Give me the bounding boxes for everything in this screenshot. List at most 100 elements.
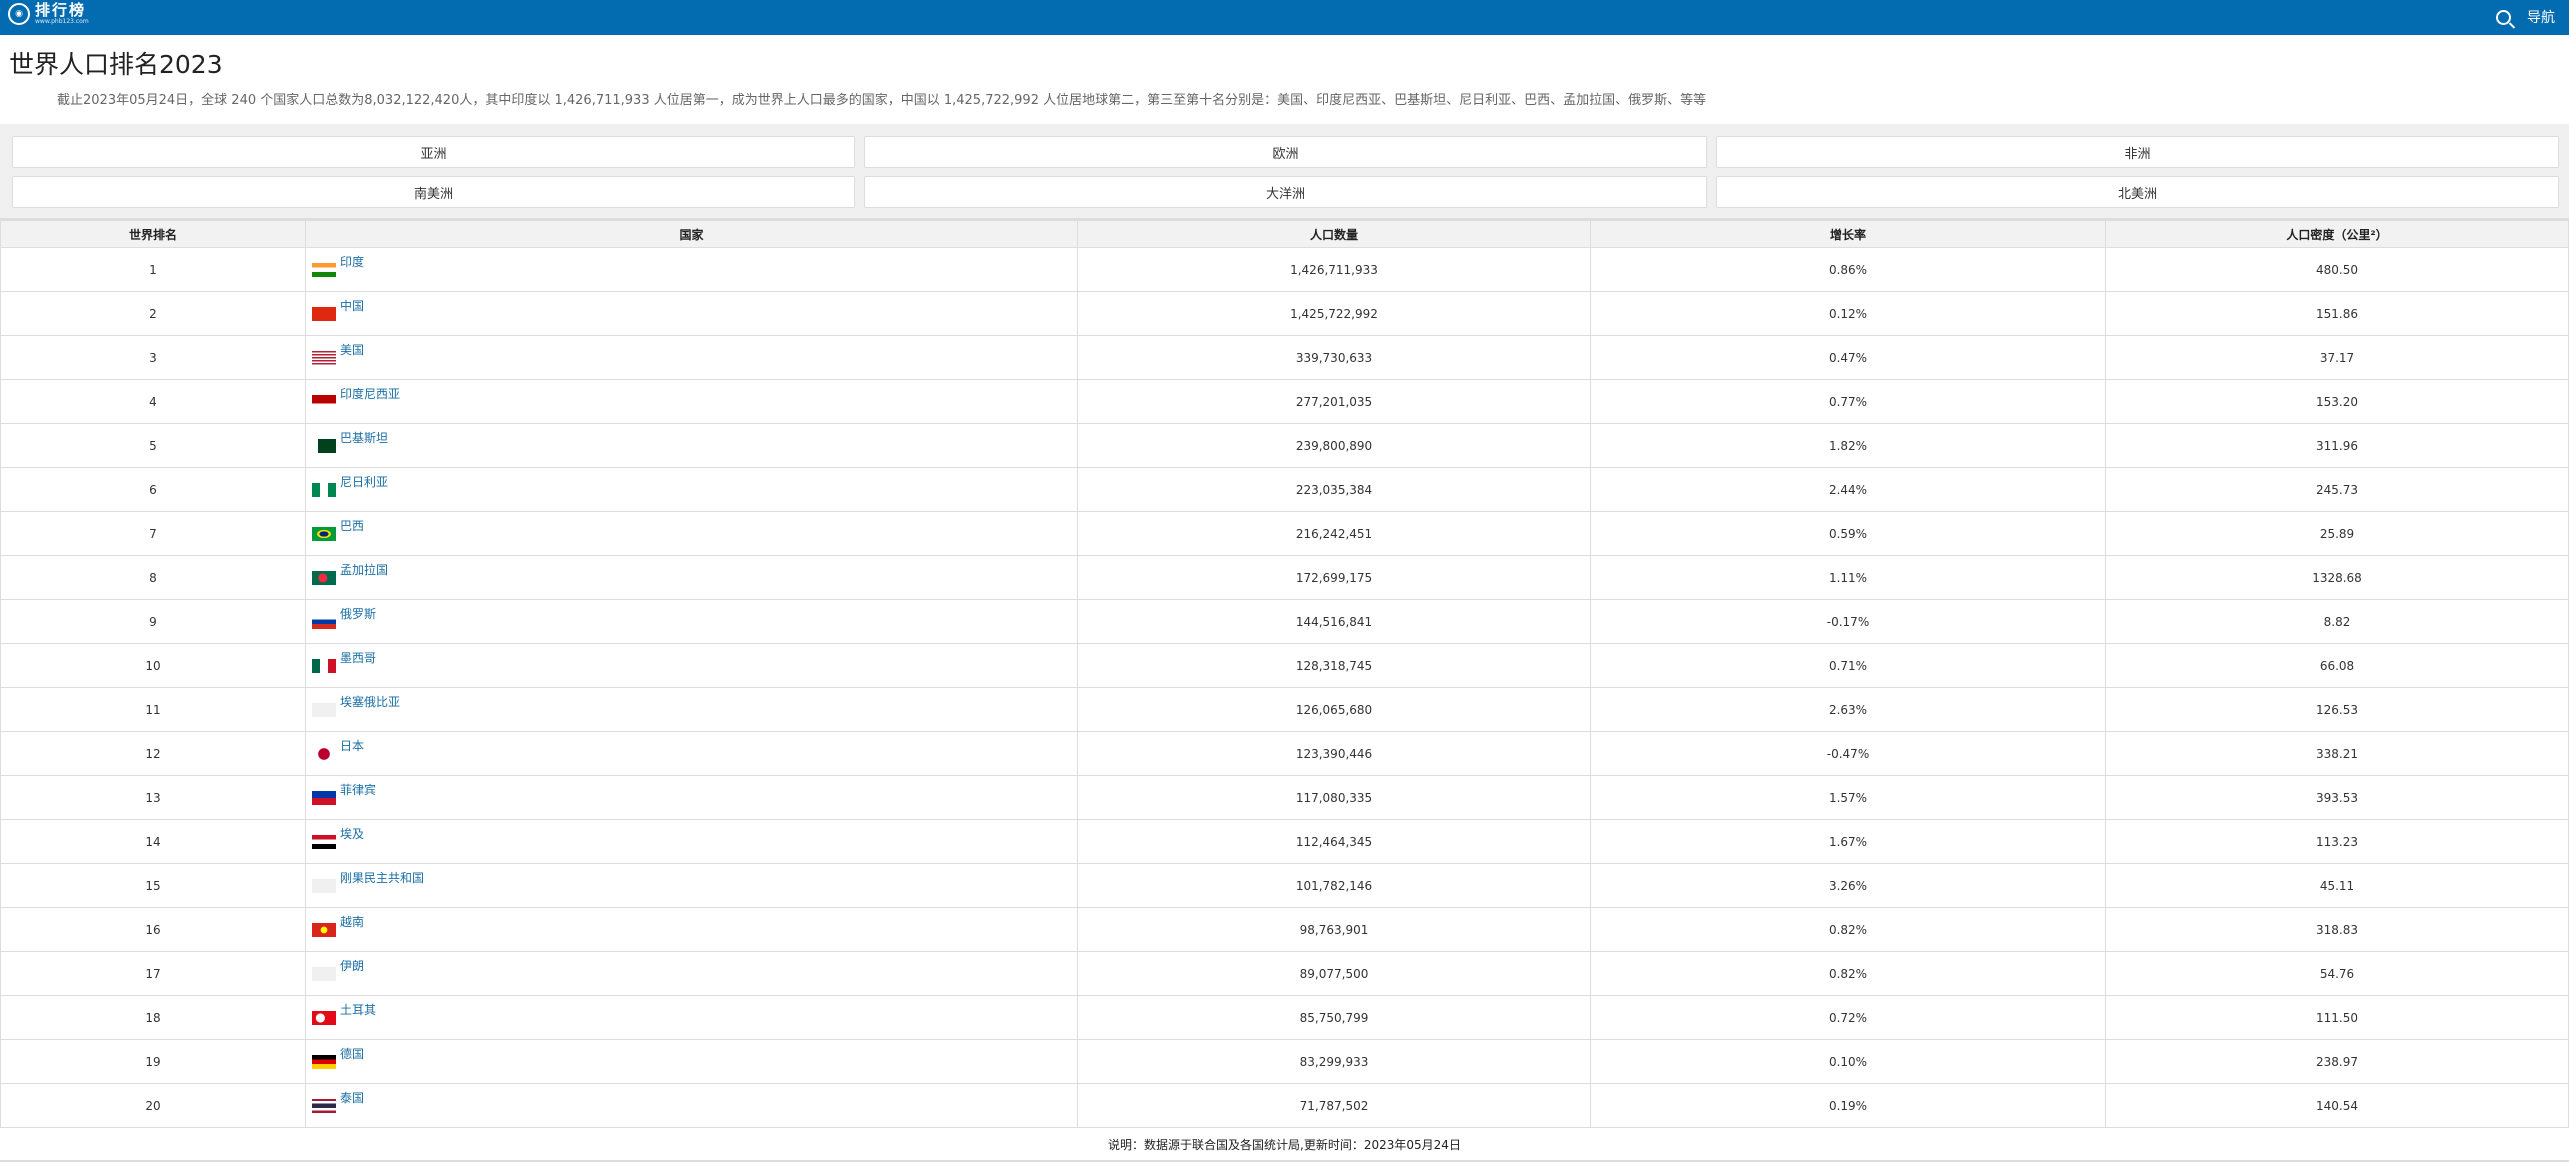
growth-cell: 0.71%: [1590, 643, 2106, 688]
table-row: 9 俄罗斯 144,516,841 -0.17% 8.82: [0, 599, 2569, 644]
country-link[interactable]: 墨西哥: [340, 651, 377, 665]
country-link[interactable]: 刚果民主共和国: [340, 871, 425, 885]
growth-cell: 2.44%: [1590, 467, 2106, 512]
flag-india-icon: [312, 263, 336, 277]
col-growth: 增长率: [1590, 219, 2106, 248]
flag-japan-icon: [312, 747, 336, 761]
country-link[interactable]: 伊朗: [340, 959, 365, 973]
table-row: 4 印度尼西亚 277,201,035 0.77% 153.20: [0, 379, 2569, 424]
table-row: 10 墨西哥 128,318,745 0.71% 66.08: [0, 643, 2569, 688]
flag-china-icon: [312, 307, 336, 321]
country-cell: 泰国: [305, 1083, 1078, 1128]
country-link[interactable]: 巴基斯坦: [340, 431, 389, 445]
country-cell: 俄罗斯: [305, 599, 1078, 644]
country-link[interactable]: 尼日利亚: [340, 475, 389, 489]
country-cell: 伊朗: [305, 951, 1078, 996]
flag-placeholder-icon: [312, 703, 336, 717]
growth-cell: 0.12%: [1590, 291, 2106, 336]
flag-egypt-icon: [312, 835, 336, 849]
rank-cell: 1: [0, 247, 306, 292]
region-south-america[interactable]: 南美洲: [12, 176, 855, 208]
rank-cell: 2: [0, 291, 306, 336]
density-cell: 311.96: [2105, 423, 2569, 468]
density-cell: 393.53: [2105, 775, 2569, 820]
country-link[interactable]: 日本: [340, 739, 365, 753]
col-country: 国家: [305, 219, 1078, 248]
country-cell: 美国: [305, 335, 1078, 380]
region-north-america[interactable]: 北美洲: [1716, 176, 2559, 208]
nav-button[interactable]: 导航: [2527, 10, 2555, 26]
flag-vietnam-icon: [312, 923, 336, 937]
table-row: 3 美国 339,730,633 0.47% 37.17: [0, 335, 2569, 380]
population-cell: 71,787,502: [1077, 1083, 1591, 1128]
country-link[interactable]: 中国: [340, 299, 365, 313]
country-link[interactable]: 美国: [340, 343, 365, 357]
density-cell: 37.17: [2105, 335, 2569, 380]
table-row: 5 巴基斯坦 239,800,890 1.82% 311.96: [0, 423, 2569, 468]
flag-bangladesh-icon: [312, 571, 336, 585]
logo-text: 排行榜: [35, 1, 87, 19]
region-africa[interactable]: 非洲: [1716, 136, 2559, 168]
growth-cell: 0.82%: [1590, 951, 2106, 996]
population-cell: 144,516,841: [1077, 599, 1591, 644]
country-link[interactable]: 印度尼西亚: [340, 387, 401, 401]
population-cell: 128,318,745: [1077, 643, 1591, 688]
country-link[interactable]: 巴西: [340, 519, 365, 533]
growth-cell: 1.11%: [1590, 555, 2106, 600]
density-cell: 54.76: [2105, 951, 2569, 996]
rank-cell: 18: [0, 995, 306, 1040]
growth-cell: 0.47%: [1590, 335, 2106, 380]
growth-cell: 0.10%: [1590, 1039, 2106, 1084]
country-link[interactable]: 孟加拉国: [340, 563, 389, 577]
rank-cell: 17: [0, 951, 306, 996]
country-link[interactable]: 埃及: [340, 827, 365, 841]
footer-note: 说明：数据源于联合国及各国统计局,更新时间：2023年05月24日: [0, 1128, 2569, 1162]
country-link[interactable]: 俄罗斯: [340, 607, 377, 621]
table-row: 14 埃及 112,464,345 1.67% 113.23: [0, 819, 2569, 864]
country-link[interactable]: 土耳其: [340, 1003, 377, 1017]
country-cell: 巴西: [305, 511, 1078, 556]
population-cell: 239,800,890: [1077, 423, 1591, 468]
growth-cell: 1.67%: [1590, 819, 2106, 864]
population-cell: 85,750,799: [1077, 995, 1591, 1040]
country-link[interactable]: 越南: [340, 915, 365, 929]
country-cell: 印度: [305, 247, 1078, 292]
table-row: 16 越南 98,763,901 0.82% 318.83: [0, 907, 2569, 952]
col-population: 人口数量: [1077, 219, 1591, 248]
country-cell: 越南: [305, 907, 1078, 952]
country-link[interactable]: 德国: [340, 1047, 365, 1061]
growth-cell: 1.82%: [1590, 423, 2106, 468]
flag-brazil-icon: [312, 527, 336, 541]
growth-cell: 0.82%: [1590, 907, 2106, 952]
country-link[interactable]: 印度: [340, 255, 365, 269]
table-row: 11 埃塞俄比亚 126,065,680 2.63% 126.53: [0, 687, 2569, 732]
flag-russia-icon: [312, 615, 336, 629]
country-cell: 菲律宾: [305, 775, 1078, 820]
country-link[interactable]: 泰国: [340, 1091, 365, 1105]
rank-cell: 8: [0, 555, 306, 600]
country-link[interactable]: 埃塞俄比亚: [340, 695, 401, 709]
density-cell: 111.50: [2105, 995, 2569, 1040]
density-cell: 338.21: [2105, 731, 2569, 776]
table-row: 19 德国 83,299,933 0.10% 238.97: [0, 1039, 2569, 1084]
region-asia[interactable]: 亚洲: [12, 136, 855, 168]
search-icon[interactable]: [2496, 9, 2511, 25]
density-cell: 238.97: [2105, 1039, 2569, 1084]
rank-cell: 14: [0, 819, 306, 864]
density-cell: 25.89: [2105, 511, 2569, 556]
top-bar: ◉ 排行榜 www.phb123.com 导航: [0, 0, 2569, 35]
country-cell: 日本: [305, 731, 1078, 776]
population-cell: 83,299,933: [1077, 1039, 1591, 1084]
flag-nigeria-icon: [312, 483, 336, 497]
rank-cell: 6: [0, 467, 306, 512]
site-logo[interactable]: ◉ 排行榜 www.phb123.com: [8, 3, 89, 25]
region-europe[interactable]: 欧洲: [864, 136, 1707, 168]
growth-cell: -0.17%: [1590, 599, 2106, 644]
density-cell: 1328.68: [2105, 555, 2569, 600]
region-oceania[interactable]: 大洋洲: [864, 176, 1707, 208]
col-density: 人口密度（公里²）: [2105, 219, 2569, 248]
table-row: 7 巴西 216,242,451 0.59% 25.89: [0, 511, 2569, 556]
country-link[interactable]: 菲律宾: [340, 783, 377, 797]
population-cell: 1,426,711,933: [1077, 247, 1591, 292]
density-cell: 151.86: [2105, 291, 2569, 336]
